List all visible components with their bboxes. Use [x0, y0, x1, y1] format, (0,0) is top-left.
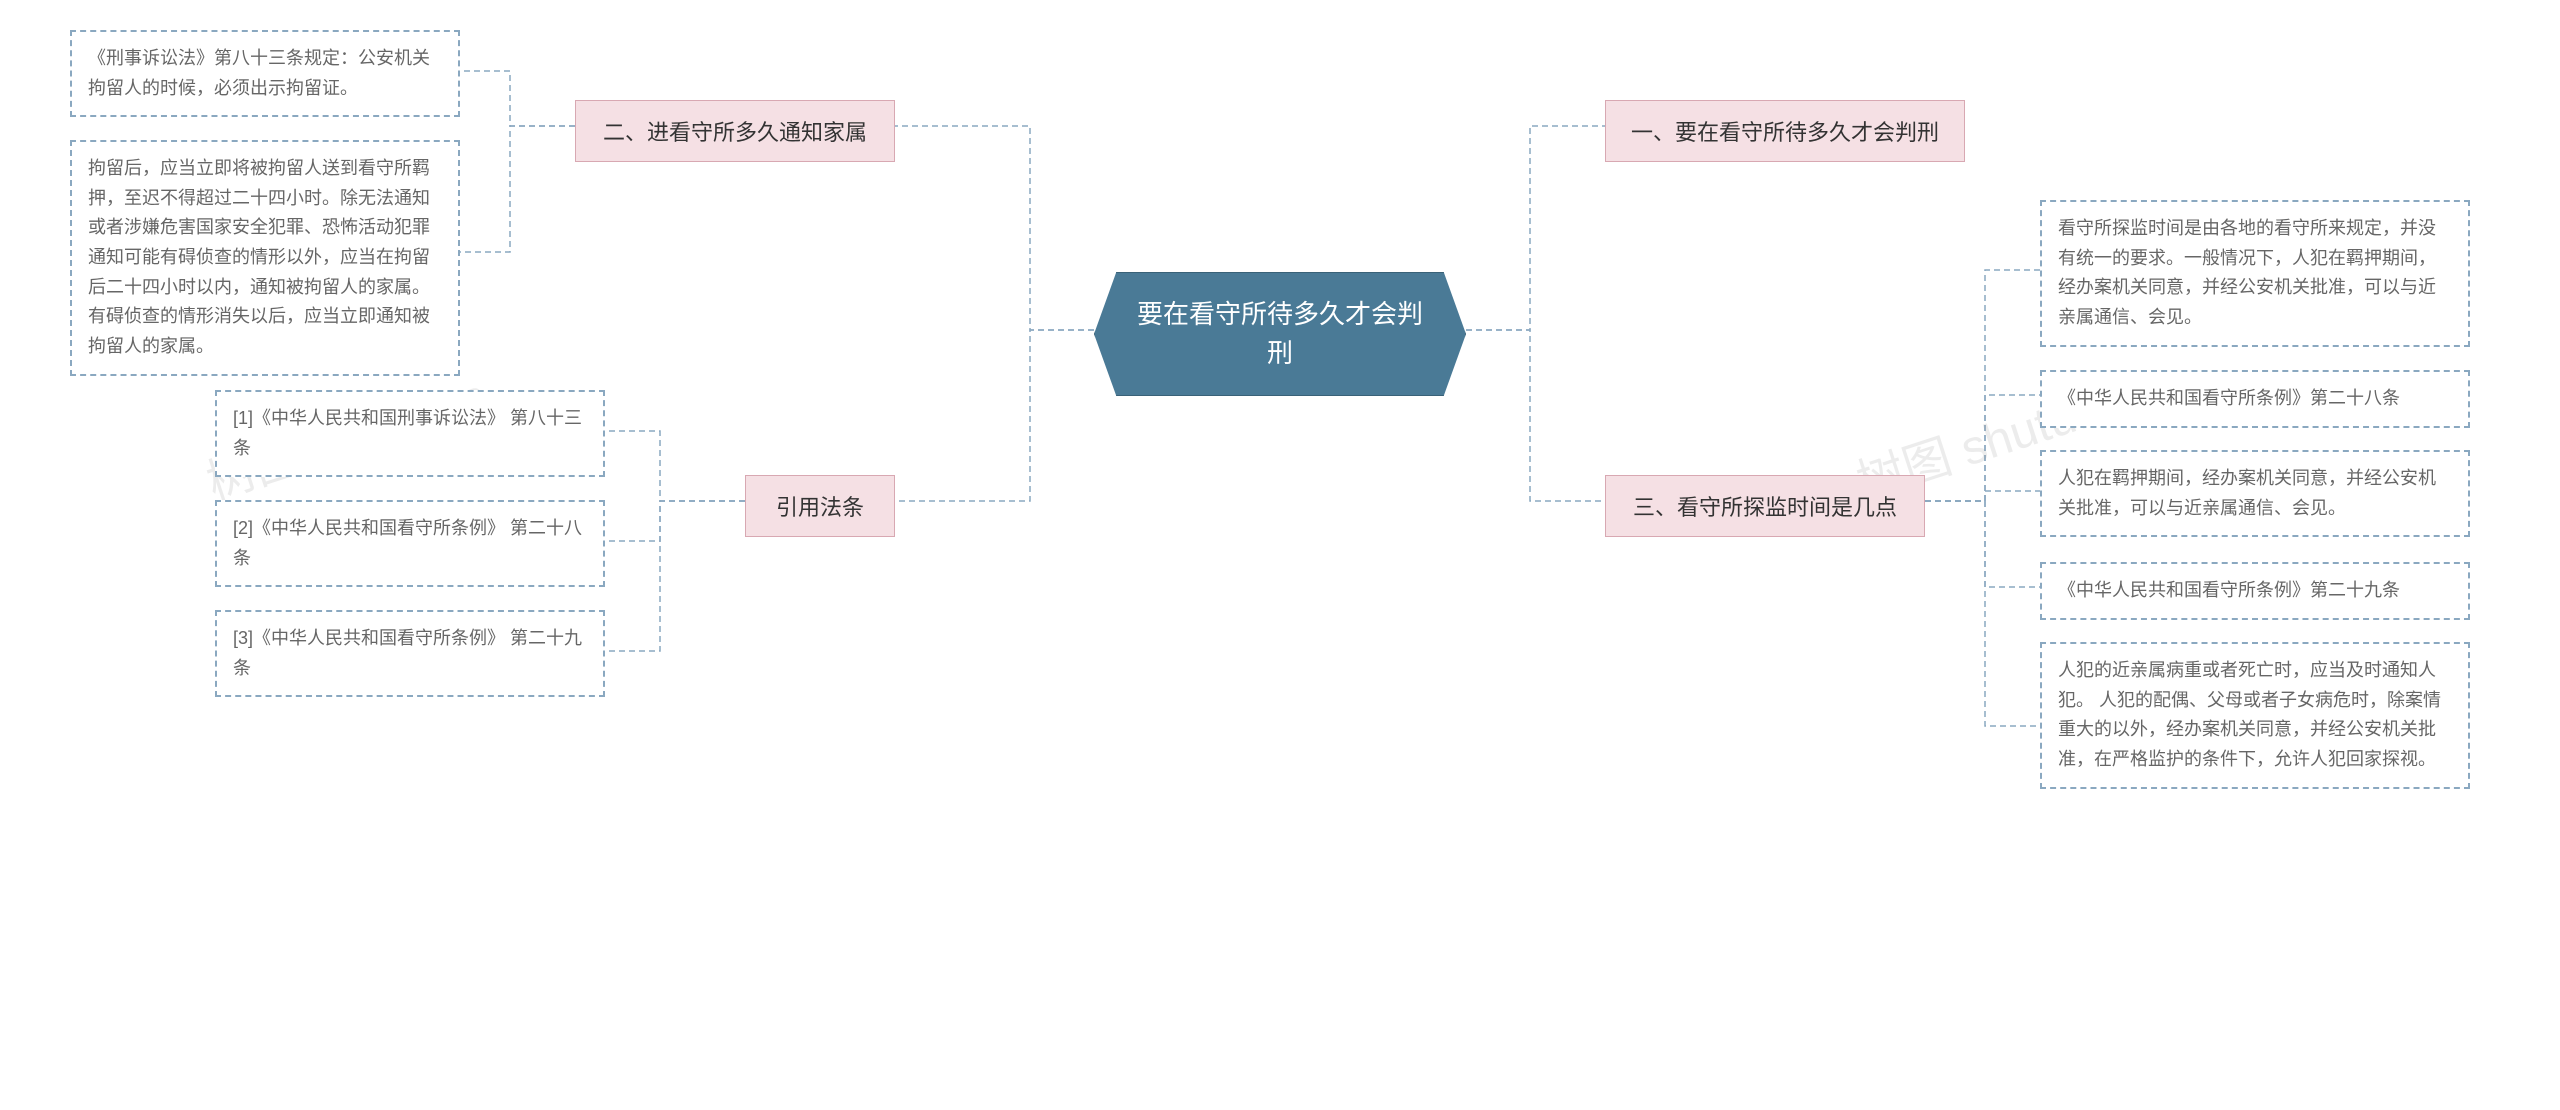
leaf-node: 《中华人民共和国看守所条例》第二十九条	[2040, 562, 2470, 620]
branch-section-1[interactable]: 一、要在看守所待多久才会判刑	[1605, 100, 1965, 162]
leaf-text: 《中华人民共和国看守所条例》第二十九条	[2058, 580, 2400, 600]
leaf-node: 《中华人民共和国看守所条例》第二十八条	[2040, 370, 2470, 428]
branch-references[interactable]: 引用法条	[745, 475, 895, 537]
leaf-text: 看守所探监时间是由各地的看守所来规定，并没有统一的要求。一般情况下，人犯在羁押期…	[2058, 218, 2436, 327]
leaf-node: [2]《中华人民共和国看守所条例》 第二十八条	[215, 500, 605, 587]
branch-label: 一、要在看守所待多久才会判刑	[1631, 120, 1939, 145]
leaf-node: 看守所探监时间是由各地的看守所来规定，并没有统一的要求。一般情况下，人犯在羁押期…	[2040, 200, 2470, 347]
root-label: 要在看守所待多久才会判刑	[1137, 299, 1423, 368]
leaf-node: 人犯在羁押期间，经办案机关同意，并经公安机关批准，可以与近亲属通信、会见。	[2040, 450, 2470, 537]
leaf-node: [1]《中华人民共和国刑事诉讼法》 第八十三条	[215, 390, 605, 477]
leaf-node: [3]《中华人民共和国看守所条例》 第二十九条	[215, 610, 605, 697]
root-node[interactable]: 要在看守所待多久才会判刑	[1094, 272, 1466, 396]
leaf-text: [3]《中华人民共和国看守所条例》 第二十九条	[233, 628, 582, 678]
branch-section-2[interactable]: 二、进看守所多久通知家属	[575, 100, 895, 162]
branch-label: 引用法条	[776, 495, 864, 520]
leaf-text: [2]《中华人民共和国看守所条例》 第二十八条	[233, 518, 582, 568]
branch-section-3[interactable]: 三、看守所探监时间是几点	[1605, 475, 1925, 537]
leaf-text: 人犯在羁押期间，经办案机关同意，并经公安机关批准，可以与近亲属通信、会见。	[2058, 468, 2436, 518]
leaf-text: 《刑事诉讼法》第八十三条规定：公安机关拘留人的时候，必须出示拘留证。	[88, 48, 430, 98]
leaf-node: 拘留后，应当立即将被拘留人送到看守所羁押，至迟不得超过二十四小时。除无法通知或者…	[70, 140, 460, 376]
leaf-text: 《中华人民共和国看守所条例》第二十八条	[2058, 388, 2400, 408]
branch-label: 二、进看守所多久通知家属	[603, 120, 867, 145]
leaf-node: 《刑事诉讼法》第八十三条规定：公安机关拘留人的时候，必须出示拘留证。	[70, 30, 460, 117]
leaf-text: 人犯的近亲属病重或者死亡时，应当及时通知人犯。 人犯的配偶、父母或者子女病危时，…	[2058, 660, 2441, 769]
leaf-text: [1]《中华人民共和国刑事诉讼法》 第八十三条	[233, 408, 582, 458]
branch-label: 三、看守所探监时间是几点	[1633, 495, 1897, 520]
leaf-node: 人犯的近亲属病重或者死亡时，应当及时通知人犯。 人犯的配偶、父母或者子女病危时，…	[2040, 642, 2470, 789]
leaf-text: 拘留后，应当立即将被拘留人送到看守所羁押，至迟不得超过二十四小时。除无法通知或者…	[88, 158, 430, 356]
